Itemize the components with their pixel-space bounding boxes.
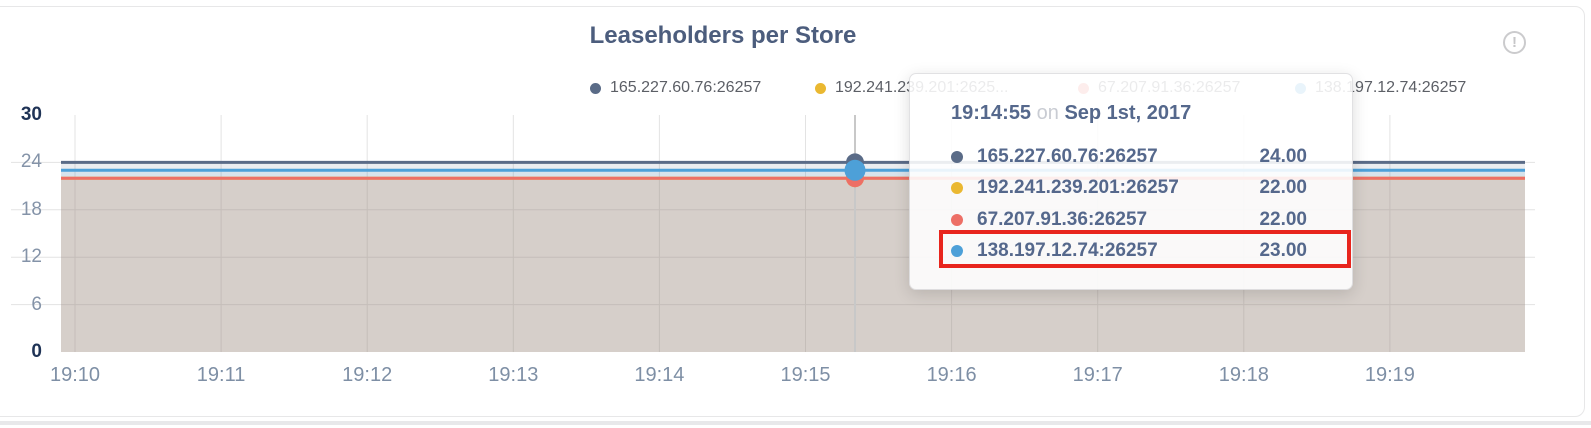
y-tick-label: 18 (20, 198, 42, 220)
tooltip-row: 165.227.60.76:26257 24.00 (951, 141, 1307, 173)
tooltip-on-word: on (1036, 102, 1059, 124)
x-tick-label: 19:18 (1218, 364, 1269, 386)
tooltip-row: 67.207.91.36:26257 22.00 (951, 204, 1307, 236)
info-icon[interactable]: ! (1503, 31, 1526, 54)
y-tick-label: 12 (20, 246, 42, 268)
tooltip-time: 19:14:55 (951, 102, 1032, 124)
x-tick-label: 19:19 (1364, 364, 1415, 386)
series-dot-icon (951, 245, 963, 258)
panel-divider (0, 421, 1591, 425)
x-tick-label: 19:12 (342, 364, 393, 386)
tooltip-series-value: 24.00 (1259, 145, 1307, 167)
tooltip-series-value: 22.00 (1259, 177, 1307, 199)
tooltip-series-name: 192.241.239.201:26257 (977, 177, 1179, 199)
legend-item-0[interactable]: 165.227.60.76:26257 (590, 79, 761, 97)
tooltip-series-name: 165.227.60.76:26257 (977, 145, 1158, 167)
tooltip-series-value: 23.00 (1259, 240, 1307, 262)
legend-item-label: 165.227.60.76:26257 (610, 79, 762, 96)
x-tick-label: 19:13 (488, 364, 539, 386)
tooltip-rows: 165.227.60.76:26257 24.00 192.241.239.201:… (951, 141, 1307, 267)
tooltip-series-value: 22.00 (1259, 208, 1307, 230)
y-tick-label: 0 (31, 341, 42, 362)
tooltip-header: 19:14:55 on Sep 1st, 2017 (951, 102, 1191, 125)
series-dot-icon (951, 150, 963, 163)
x-tick-label: 19:14 (634, 364, 685, 386)
x-tick-label: 19:11 (196, 364, 246, 386)
chart-title: Leaseholders per Store (589, 22, 857, 49)
x-tick-label: 19:10 (49, 364, 101, 386)
y-tick-label: 6 (31, 293, 42, 315)
x-tick-label: 19:17 (1072, 364, 1123, 386)
x-tick-label: 19:15 (780, 364, 831, 386)
y-tick-label: 24 (20, 151, 42, 173)
exclamation-glyph: ! (1512, 34, 1517, 51)
tooltip-row: 138.197.12.74:26257 23.00 (951, 236, 1307, 268)
legend-swatch-icon (590, 82, 601, 94)
x-tick-label: 19:16 (926, 364, 977, 386)
hover-tooltip: 19:14:55 on Sep 1st, 2017 165.227.60.76:… (909, 73, 1353, 290)
series-dot-icon (951, 213, 963, 226)
tooltip-series-name: 138.197.12.74:26257 (977, 240, 1158, 262)
series-dot-icon (951, 182, 963, 195)
y-tick-label: 30 (20, 104, 42, 125)
tooltip-series-name: 67.207.91.36:26257 (977, 208, 1148, 230)
tooltip-row: 192.241.239.201:26257 22.00 (951, 173, 1307, 205)
legend-swatch-icon (815, 82, 826, 94)
tooltip-date: Sep 1st, 2017 (1064, 102, 1192, 124)
